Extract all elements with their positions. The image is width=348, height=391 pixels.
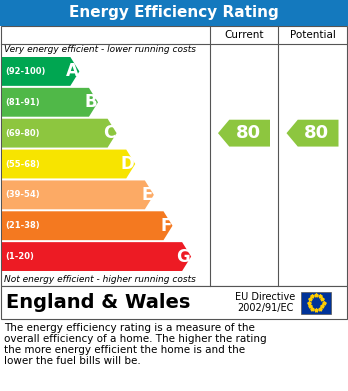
Text: D: D <box>120 155 134 173</box>
Text: The energy efficiency rating is a measure of the: The energy efficiency rating is a measur… <box>4 323 255 333</box>
Text: (21-38): (21-38) <box>5 221 40 230</box>
Text: (92-100): (92-100) <box>5 67 45 76</box>
Text: lower the fuel bills will be.: lower the fuel bills will be. <box>4 356 141 366</box>
Text: Very energy efficient - lower running costs: Very energy efficient - lower running co… <box>4 45 196 54</box>
Bar <box>1 286 347 319</box>
Text: Current: Current <box>224 30 264 40</box>
Text: E: E <box>142 186 153 204</box>
Text: (55-68): (55-68) <box>5 160 40 169</box>
Text: A: A <box>65 63 78 81</box>
Polygon shape <box>2 242 191 271</box>
Text: Energy Efficiency Rating: Energy Efficiency Rating <box>69 5 279 20</box>
Text: 80: 80 <box>236 124 261 142</box>
Text: overall efficiency of a home. The higher the rating: overall efficiency of a home. The higher… <box>4 334 267 344</box>
Text: B: B <box>84 93 97 111</box>
Polygon shape <box>286 120 339 147</box>
Text: 80: 80 <box>304 124 329 142</box>
Text: the more energy efficient the home is and the: the more energy efficient the home is an… <box>4 345 245 355</box>
Polygon shape <box>2 150 135 178</box>
Text: G: G <box>176 248 190 265</box>
Polygon shape <box>2 119 117 147</box>
Text: (81-91): (81-91) <box>5 98 40 107</box>
Polygon shape <box>2 180 154 209</box>
Text: Not energy efficient - higher running costs: Not energy efficient - higher running co… <box>4 275 196 284</box>
Polygon shape <box>2 211 173 240</box>
Polygon shape <box>2 88 98 117</box>
Text: (39-54): (39-54) <box>5 190 40 199</box>
Bar <box>0 0 348 26</box>
Text: F: F <box>160 217 172 235</box>
Text: 2002/91/EC: 2002/91/EC <box>237 303 293 312</box>
Text: England & Wales: England & Wales <box>6 293 190 312</box>
Bar <box>301 292 331 314</box>
Polygon shape <box>218 120 270 147</box>
Text: C: C <box>103 124 116 142</box>
Polygon shape <box>2 57 79 86</box>
Text: EU Directive: EU Directive <box>235 292 295 303</box>
Bar <box>1 26 347 286</box>
Text: Potential: Potential <box>290 30 335 40</box>
Text: (1-20): (1-20) <box>5 252 34 261</box>
Text: (69-80): (69-80) <box>5 129 40 138</box>
